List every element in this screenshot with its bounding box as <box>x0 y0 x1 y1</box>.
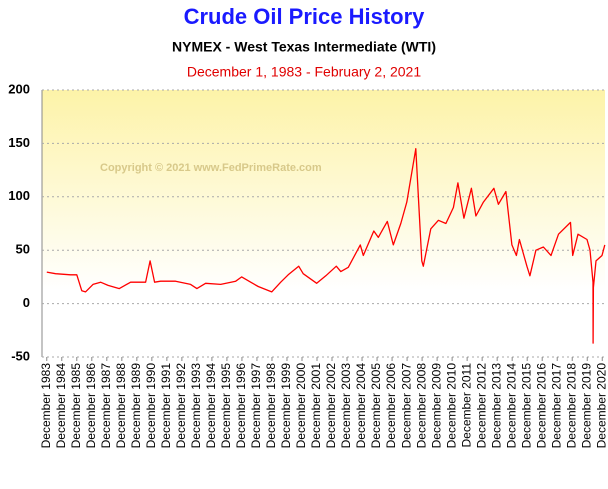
x-tick-label: December 2016 <box>534 363 548 449</box>
x-tick-label: December 2000 <box>294 363 308 449</box>
x-tick-label: December 2018 <box>564 363 578 449</box>
x-tick-label: December 1992 <box>174 363 188 449</box>
y-tick-label: 200 <box>8 81 30 96</box>
x-tick-label: December 1987 <box>99 363 113 449</box>
plot-background <box>42 90 605 357</box>
x-tick-label: December 1993 <box>189 363 203 449</box>
y-tick-label: 150 <box>8 135 30 150</box>
x-tick-label: December 1991 <box>159 363 173 449</box>
x-tick-label: December 2011 <box>459 363 473 448</box>
x-tick-label: December 2002 <box>324 363 338 449</box>
x-tick-label: December 1989 <box>129 363 143 449</box>
x-tick-label: December 2019 <box>579 363 593 449</box>
chart-title: Crude Oil Price History <box>184 4 426 29</box>
x-tick-label: December 2017 <box>549 363 563 449</box>
x-tick-label: December 1995 <box>219 363 233 449</box>
x-tick-label: December 2015 <box>519 363 533 449</box>
x-tick-label: December 1984 <box>54 363 68 449</box>
x-tick-label: December 1983 <box>39 363 53 449</box>
x-tick-label: December 1997 <box>249 363 263 449</box>
x-tick-label: December 2008 <box>414 363 428 449</box>
x-tick-label: December 2013 <box>489 363 503 449</box>
x-tick-label: December 1986 <box>84 363 98 449</box>
x-tick-label: December 1985 <box>69 363 83 449</box>
x-tick-label: December 2009 <box>429 363 443 449</box>
x-tick-label: December 1996 <box>234 363 248 449</box>
x-tick-label: December 2005 <box>369 363 383 449</box>
watermark: Copyright © 2021 www.FedPrimeRate.com <box>100 162 322 174</box>
x-tick-label: December 1999 <box>279 363 293 449</box>
price-line <box>46 148 606 344</box>
x-tick-label: December 2004 <box>354 363 368 449</box>
x-tick-label: December 1994 <box>204 363 218 449</box>
date-range: December 1, 1983 - February 2, 2021 <box>187 64 421 80</box>
x-tick-label: December 2007 <box>399 363 413 449</box>
x-tick-label: December 1998 <box>264 363 278 449</box>
x-tick-label: December 2010 <box>444 363 458 449</box>
x-tick-label: December 2006 <box>384 363 398 449</box>
x-tick-label: December 2012 <box>474 363 488 449</box>
x-tick-label: December 2003 <box>339 363 353 449</box>
y-tick-label: -50 <box>11 348 30 363</box>
y-tick-label: 100 <box>8 188 30 203</box>
y-tick-label: 0 <box>23 295 30 310</box>
x-tick-label: December 1990 <box>144 363 158 449</box>
chart-subtitle: NYMEX - West Texas Intermediate (WTI) <box>172 39 436 55</box>
y-tick-label: 50 <box>16 242 30 257</box>
x-tick-label: December 2020 <box>594 363 608 449</box>
x-tick-label: December 2001 <box>309 363 323 449</box>
x-tick-label: December 1988 <box>114 363 128 449</box>
x-tick-label: December 2014 <box>504 363 518 449</box>
